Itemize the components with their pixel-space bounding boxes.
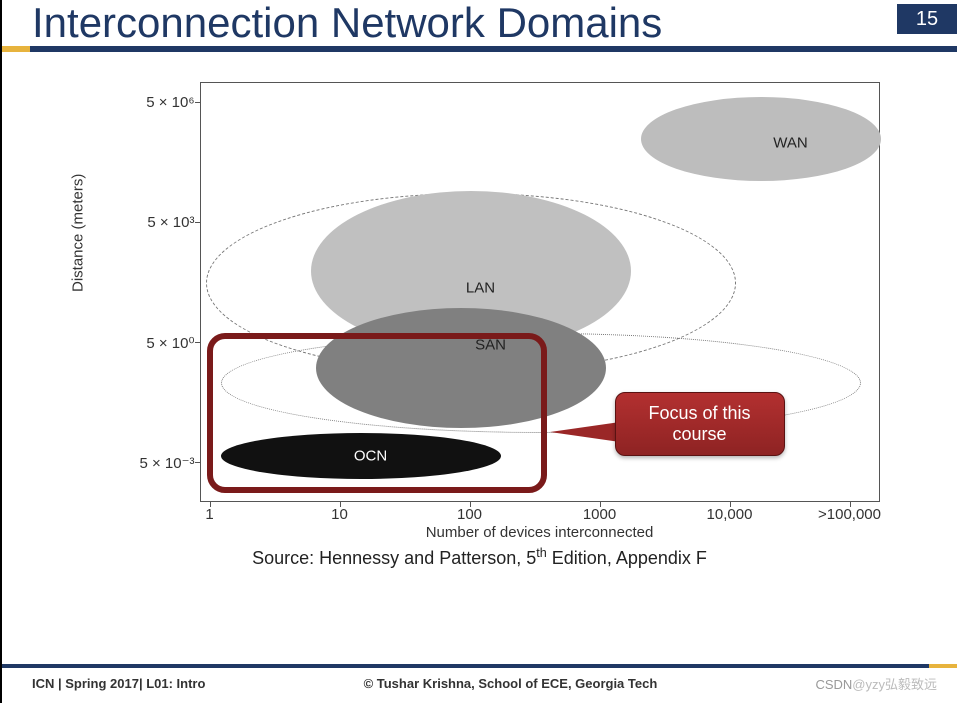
footer-watermark: CSDN@yzy弘毅致远 <box>815 674 937 693</box>
callout-line1: Focus of this <box>634 403 766 424</box>
focus-callout: Focus of this course <box>615 392 785 456</box>
watermark-csdn: CSDN <box>815 677 852 692</box>
slide-title: Interconnection Network Domains <box>32 0 662 46</box>
source-citation: Source: Hennessy and Patterson, 5th Edit… <box>50 546 910 569</box>
footer: ICN | Spring 2017| L01: Intro © Tushar K… <box>2 664 957 703</box>
x-tick-label: 10 <box>331 506 348 523</box>
y-tick-label: 5 × 10⁰ <box>120 334 195 352</box>
x-tick-label: 100 <box>457 506 482 523</box>
x-axis-label: Number of devices interconnected <box>200 524 880 541</box>
source-suffix: Edition, Appendix F <box>547 548 707 568</box>
rule-gold-segment <box>2 46 30 52</box>
rule-navy-segment <box>30 46 957 52</box>
slide: Interconnection Network Domains 15 Dista… <box>0 0 957 703</box>
footer-left: ICN | Spring 2017| L01: Intro <box>32 676 205 691</box>
page-number-badge: 15 <box>897 4 957 34</box>
source-ordinal: th <box>536 546 547 560</box>
callout-tail <box>550 422 620 442</box>
lan-label: LAN <box>466 280 495 297</box>
x-tick-label: 1 <box>205 506 213 523</box>
wan-label: WAN <box>773 135 807 152</box>
wan-ellipse <box>641 97 881 181</box>
y-tick-label: 5 × 10⁶ <box>120 94 195 111</box>
y-axis-label: Distance (meters) <box>69 174 86 292</box>
title-row: Interconnection Network Domains 15 <box>2 0 957 46</box>
callout-line2: course <box>634 424 766 445</box>
focus-highlight-box <box>207 333 547 493</box>
x-tick-label: 10,000 <box>707 506 753 523</box>
footer-row: ICN | Spring 2017| L01: Intro © Tushar K… <box>2 668 957 703</box>
y-tick-label: 5 × 10⁻³ <box>120 454 195 472</box>
title-rule <box>2 46 957 64</box>
footer-mid: © Tushar Krishna, School of ECE, Georgia… <box>364 676 658 691</box>
source-prefix: Source: Hennessy and Patterson, 5 <box>252 548 536 568</box>
footer-gold-segment <box>929 664 957 668</box>
x-tick-label: >100,000 <box>818 506 881 523</box>
watermark-author: @yzy弘毅致远 <box>852 677 937 692</box>
x-tick-label: 1000 <box>583 506 616 523</box>
y-tick-label: 5 × 10³ <box>120 214 195 231</box>
chart-area: Distance (meters) 5 × 10⁶ 5 × 10³ 5 × 10… <box>50 72 910 592</box>
